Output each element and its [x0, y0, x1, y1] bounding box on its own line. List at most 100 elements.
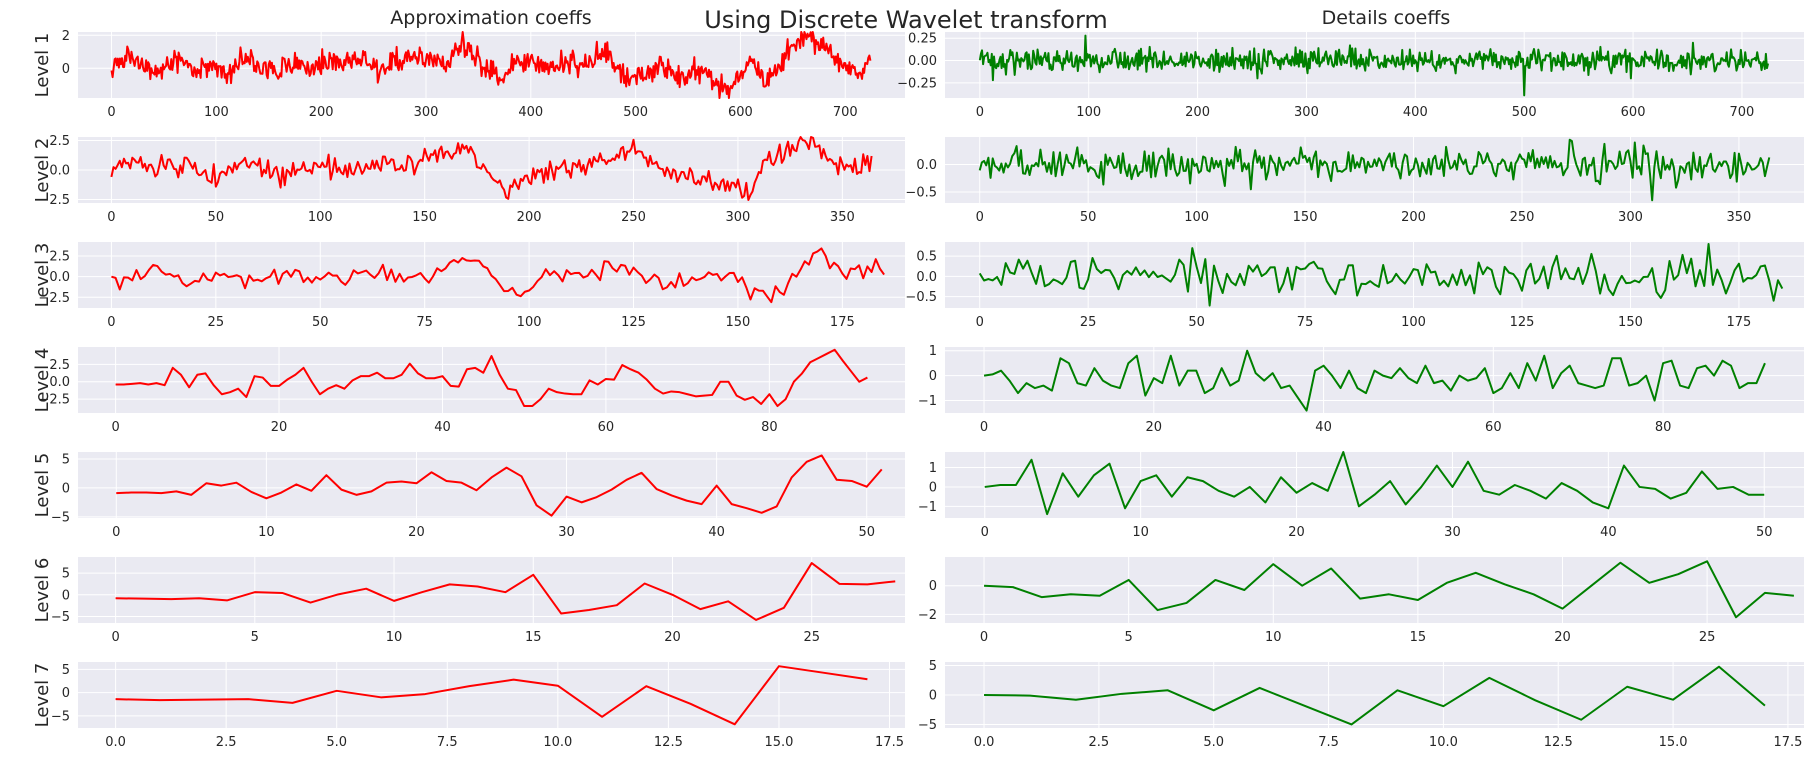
approx-level-1-x-tick-label: 0 — [107, 105, 115, 120]
approx-level-7-x-tick-label: 7.5 — [437, 735, 458, 750]
approx-level-7-x-tick-label: 12.5 — [654, 735, 683, 750]
detail-level-4-x-tick-label: 60 — [1485, 420, 1502, 435]
detail-level-7-y-tick-label: 0 — [929, 689, 937, 704]
approx-level-7-x-tick-label: 10.0 — [543, 735, 572, 750]
detail-level-1-x-tick-label: 500 — [1512, 105, 1537, 120]
figure-suptitle: Using Discrete Wavelet transform — [704, 6, 1108, 34]
detail-level-4-x-tick-label: 0 — [980, 420, 988, 435]
detail-level-7-x-tick-label: 10.0 — [1429, 735, 1458, 750]
detail-level-7-y-tick-label: 5 — [929, 659, 937, 674]
approx-level-3-y-tick-label: −2.5 — [38, 291, 70, 306]
approx-level-5-x-tick-label: 50 — [858, 525, 875, 540]
approx-level-4-y-tick-label: −2.5 — [38, 393, 70, 408]
approx-level-7-x-tick-label: 2.5 — [216, 735, 237, 750]
detail-level-3-x-tick-label: 175 — [1727, 315, 1752, 330]
approx-level-1-ylabel: Level 1 — [32, 33, 53, 98]
approx-level-5-x-tick-label: 10 — [258, 525, 275, 540]
approx-level-2-x-tick-label: 100 — [308, 210, 333, 225]
approx-level-4-x-tick-label: 0 — [111, 420, 119, 435]
approx-level-6-x-tick-label: 25 — [803, 630, 820, 645]
approx-level-1-series-line — [110, 31, 872, 99]
detail-level-3-x-tick-label: 0 — [976, 315, 984, 330]
detail-level-4-series-line — [983, 349, 1766, 412]
detail-level-1-panel: 0 100 200 300 400 500 600 700 −0.25 0.00 0.25 — [897, 32, 1804, 120]
approx-level-5-x-tick-label: 0 — [112, 525, 120, 540]
detail-level-4-y-tick-label: 0 — [929, 369, 937, 384]
approx-level-1-x-tick-label: 600 — [728, 105, 753, 120]
detail-level-6-series-line — [984, 560, 1794, 619]
approx-level-1-y-tick-label: 2 — [62, 29, 70, 44]
detail-level-6-x-tick-label: 15 — [1410, 630, 1427, 645]
detail-level-2-y-tick-label: 0.0 — [916, 158, 937, 173]
detail-level-4-x-tick-label: 40 — [1315, 420, 1332, 435]
approx-level-6-y-tick-label: −5 — [51, 610, 70, 625]
detail-level-3-y-tick-label: 0.0 — [916, 270, 937, 285]
approx-level-1-x-tick-label: 700 — [833, 105, 858, 120]
detail-level-6-x-tick-label: 25 — [1699, 630, 1716, 645]
approx-level-3-ylabel: Level 3 — [32, 243, 53, 308]
detail-level-7-x-tick-label: 0.0 — [974, 735, 995, 750]
detail-level-3-x-tick-label: 150 — [1618, 315, 1643, 330]
approx-level-3-x-tick-label: 25 — [208, 315, 225, 330]
detail-level-2-x-tick-label: 150 — [1293, 210, 1318, 225]
approx-level-5-series-line — [116, 454, 883, 517]
detail-level-7-y-tick-label: −5 — [918, 718, 937, 733]
approx-level-6-x-tick-label: 0 — [111, 630, 119, 645]
approx-level-6-x-tick-label: 20 — [664, 630, 681, 645]
detail-level-1-x-tick-label: 100 — [1076, 105, 1101, 120]
approx-level-1-x-tick-label: 500 — [623, 105, 648, 120]
approx-level-3-x-tick-label: 125 — [621, 315, 646, 330]
approx-level-5-y-tick-label: 5 — [62, 452, 70, 467]
approx-level-2-x-tick-label: 0 — [107, 210, 115, 225]
detail-level-2-y-tick-label: −0.5 — [905, 186, 937, 201]
approx-level-6-x-tick-label: 15 — [525, 630, 542, 645]
detail-level-1-y-tick-label: 0.25 — [908, 32, 937, 47]
detail-level-2-plot-area — [945, 137, 1804, 203]
approx-level-3-y-tick-label: 2.5 — [49, 250, 70, 265]
detail-level-3-x-tick-label: 25 — [1080, 315, 1097, 330]
detail-level-5-plot-area — [945, 452, 1804, 518]
detail-level-1-x-tick-label: 0 — [976, 105, 984, 120]
detail-level-6-x-tick-label: 20 — [1554, 630, 1571, 645]
approx-level-5-plot-area — [78, 452, 905, 518]
approx-level-6-y-tick-label: 5 — [62, 567, 70, 582]
approx-level-2-y-tick-label: 0.0 — [49, 164, 70, 179]
approx-level-4-series-line — [115, 348, 868, 408]
detail-level-3-x-tick-label: 50 — [1188, 315, 1205, 330]
approx-level-4-x-tick-label: 20 — [271, 420, 288, 435]
detail-level-3-series-line — [978, 243, 1784, 307]
approx-level-5-x-tick-label: 20 — [408, 525, 425, 540]
approx-level-1-x-tick-label: 300 — [414, 105, 439, 120]
approx-level-2-series-line — [110, 136, 873, 202]
detail-level-7-x-tick-label: 2.5 — [1089, 735, 1110, 750]
detail-level-1-x-tick-label: 300 — [1294, 105, 1319, 120]
detail-level-6-x-tick-label: 0 — [980, 630, 988, 645]
detail-level-4-x-tick-label: 80 — [1655, 420, 1672, 435]
detail-level-5-x-tick-label: 0 — [981, 525, 989, 540]
detail-level-3-x-tick-label: 100 — [1401, 315, 1426, 330]
detail-level-5-y-tick-label: −1 — [918, 500, 937, 515]
approx-level-6-x-tick-label: 5 — [251, 630, 259, 645]
approx-level-2-y-tick-label: −2.5 — [38, 193, 70, 208]
detail-level-3-y-tick-label: −0.5 — [905, 290, 937, 305]
approx-level-2-y-tick-label: 2.5 — [49, 134, 70, 149]
approx-level-7-x-tick-label: 15.0 — [764, 735, 793, 750]
approx-level-3-series-line — [111, 247, 885, 304]
approx-level-1-x-tick-label: 400 — [518, 105, 543, 120]
detail-level-6-y-tick-label: −2 — [918, 608, 937, 623]
approx-level-3-x-tick-label: 175 — [830, 315, 855, 330]
approx-level-4-x-tick-label: 80 — [761, 420, 778, 435]
detail-level-3-x-tick-label: 125 — [1510, 315, 1535, 330]
detail-level-2-x-tick-label: 250 — [1510, 210, 1535, 225]
detail-level-2-x-tick-label: 300 — [1618, 210, 1643, 225]
detail-level-1-x-tick-label: 200 — [1185, 105, 1210, 120]
detail-level-1-y-tick-label: −0.25 — [897, 76, 937, 91]
approx-level-6-x-tick-label: 10 — [386, 630, 403, 645]
details-column-title: Details coeffs — [1322, 7, 1451, 29]
approx-level-3-x-tick-label: 0 — [107, 315, 115, 330]
detail-level-7-x-tick-label: 17.5 — [1773, 735, 1802, 750]
approx-level-2-x-tick-label: 350 — [830, 210, 855, 225]
approx-level-2-x-tick-label: 200 — [517, 210, 542, 225]
